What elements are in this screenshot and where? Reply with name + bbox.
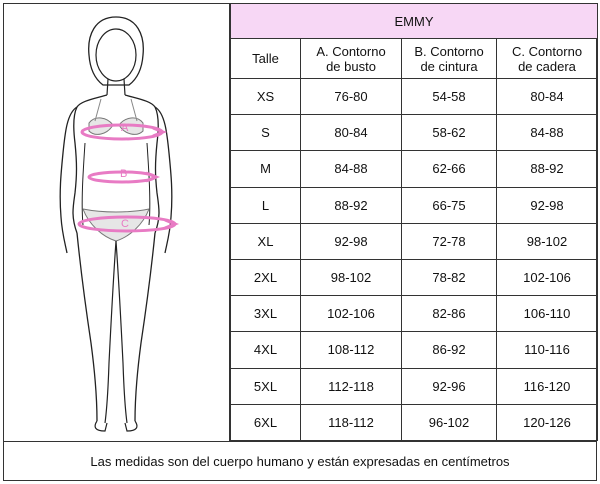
table-row: 3XL 102-106 82-86 106-110: [230, 295, 598, 333]
table-row: 6XL 118-112 96-102 120-126: [230, 403, 598, 442]
size-label: 2XL: [230, 258, 301, 297]
waist-value: 92-96: [401, 367, 497, 405]
size-label: S: [230, 114, 301, 152]
waist-value: 58-62: [401, 114, 497, 152]
hip-value: 98-102: [496, 222, 598, 260]
header-size: Talle: [230, 38, 301, 79]
body-figure-panel: A B C: [3, 3, 230, 441]
hip-value: 92-98: [496, 186, 598, 224]
table-row: S 80-84 58-62 84-88: [230, 114, 598, 152]
waist-value: 78-82: [401, 258, 497, 297]
size-label: 4XL: [230, 331, 301, 369]
table-row: XL 92-98 72-78 98-102: [230, 222, 598, 260]
bust-value: 118-112: [300, 403, 402, 442]
size-rows: XS 76-80 54-58 80-84 S 80-84 58-62 84-88…: [230, 77, 598, 442]
header-bust: A. Contorno de busto: [300, 38, 402, 79]
hip-value: 110-116: [496, 331, 598, 369]
marker-c-label: C: [121, 218, 129, 230]
hip-value: 80-84: [496, 77, 598, 116]
table-row: L 88-92 66-75 92-98: [230, 186, 598, 224]
waist-value: 82-86: [401, 295, 497, 333]
hip-value: 106-110: [496, 295, 598, 333]
header-bust-line1: A. Contorno: [316, 43, 386, 59]
bust-value: 98-102: [300, 258, 402, 297]
hip-measure-line: [77, 215, 180, 233]
hip-value: 88-92: [496, 150, 598, 188]
waist-value: 96-102: [401, 403, 497, 442]
header-waist: B. Contorno de cintura: [401, 38, 497, 79]
marker-b-label: B: [120, 168, 127, 180]
waist-measure-line: [87, 170, 161, 184]
waist-value: 62-66: [401, 150, 497, 188]
bust-value: 80-84: [300, 114, 402, 152]
size-label: 6XL: [230, 403, 301, 442]
bust-value: 112-118: [300, 367, 402, 405]
table-row: M 84-88 62-66 88-92: [230, 150, 598, 188]
header-hip-line2: de cadera: [518, 58, 576, 74]
hip-value: 120-126: [496, 403, 598, 442]
header-waist-line2: de cintura: [420, 58, 478, 74]
bust-value: 108-112: [300, 331, 402, 369]
bust-value: 92-98: [300, 222, 402, 260]
header-hip-line1: C. Contorno: [511, 43, 583, 59]
waist-value: 72-78: [401, 222, 497, 260]
waist-value: 86-92: [401, 331, 497, 369]
table-row: 2XL 98-102 78-82 102-106: [230, 258, 598, 297]
size-label: 5XL: [230, 367, 301, 405]
bust-value: 76-80: [300, 77, 402, 116]
bust-value: 102-106: [300, 295, 402, 333]
header-hip: C. Contorno de cadera: [496, 38, 598, 79]
bust-value: 88-92: [300, 186, 402, 224]
header-bust-line2: de busto: [326, 58, 376, 74]
table-row: 5XL 112-118 92-96 116-120: [230, 367, 598, 405]
table-row: 4XL 108-112 86-92 110-116: [230, 331, 598, 369]
footnote: Las medidas son del cuerpo humano y está…: [3, 441, 597, 481]
hip-value: 116-120: [496, 367, 598, 405]
size-label: XS: [230, 77, 301, 116]
size-table: EMMY Talle A. Contorno de busto B. Conto…: [230, 3, 598, 442]
footnote-text: Las medidas son del cuerpo humano y está…: [90, 454, 510, 469]
header-waist-line1: B. Contorno: [414, 43, 484, 59]
body-figure-illustration: A B C: [59, 16, 180, 432]
hip-value: 84-88: [496, 114, 598, 152]
size-label: 3XL: [230, 295, 301, 333]
size-label: M: [230, 150, 301, 188]
table-row: XS 76-80 54-58 80-84: [230, 77, 598, 116]
size-label: XL: [230, 222, 301, 260]
bust-value: 84-88: [300, 150, 402, 188]
marker-a-label: A: [121, 122, 129, 134]
waist-value: 54-58: [401, 77, 497, 116]
size-label: L: [230, 186, 301, 224]
hip-value: 102-106: [496, 258, 598, 297]
brand-title: EMMY: [230, 3, 598, 39]
bust-measure-line: [80, 123, 168, 141]
waist-value: 66-75: [401, 186, 497, 224]
